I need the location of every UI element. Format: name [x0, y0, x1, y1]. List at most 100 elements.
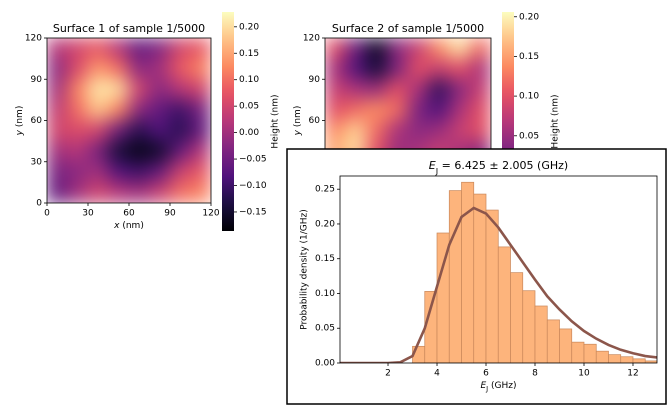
heatmap-cell: [47, 120, 68, 142]
heatmap-cell: [47, 140, 68, 163]
x-tick-label: 60: [123, 209, 135, 219]
histogram-bar: [473, 193, 487, 363]
heatmap-cell: [149, 181, 171, 203]
label-part: = 6.425 ± 2.005 (GHz): [438, 159, 568, 172]
colorbar-tick-label: 0.10: [239, 75, 259, 85]
x-tick-label: 0: [44, 209, 50, 219]
heatmap-cell: [67, 58, 89, 80]
label-part: x: [113, 221, 120, 231]
histogram-bar: [510, 272, 524, 363]
colorbar-tick-label: 0.00: [239, 128, 259, 138]
colorbar-tick-label: 0.15: [239, 49, 259, 59]
heatmap-cell: [345, 78, 367, 101]
x-tick-label: 10: [578, 369, 590, 379]
heatmap-cell: [128, 78, 150, 101]
heatmap-cell: [67, 78, 89, 101]
heatmap-cell: [87, 181, 109, 203]
histogram-bar: [522, 290, 536, 363]
heatmap-cell: [108, 38, 130, 60]
heatmap-cell: [149, 58, 171, 80]
heatmap-cell: [325, 120, 347, 142]
label-part: (nm): [293, 106, 303, 130]
label-part: E: [429, 159, 436, 172]
heatmap-cell: [325, 38, 347, 60]
heatmap-cell: [366, 120, 388, 142]
colorbar-tick-label: 0.20: [239, 22, 259, 32]
heatmap-cell: [87, 38, 109, 60]
y-tick-label: 0.10: [315, 289, 335, 299]
label-part: (nm): [15, 106, 25, 130]
x-tick-label: 4: [434, 369, 440, 379]
heatmap-cell: [67, 99, 89, 121]
heatmap-cell: [386, 58, 409, 80]
heatmap-cell: [366, 78, 388, 101]
histogram-bar: [632, 358, 646, 363]
x-axis-label: EJ (GHz): [480, 381, 516, 394]
label-part: J: [435, 166, 438, 176]
heatmap-cell: [128, 120, 150, 142]
colorbar-tick-label: 0.05: [239, 102, 259, 112]
heatmap-cell: [87, 99, 109, 121]
heatmap-cell: [128, 140, 150, 163]
y-axis-label: y (nm): [15, 106, 25, 137]
colorbar-tick-label: 0.20: [519, 12, 539, 22]
heatmap-cell: [128, 58, 150, 80]
heatmap-cell: [87, 161, 109, 183]
histogram-bar: [534, 305, 548, 363]
heatmap-cell: [407, 38, 430, 60]
heatmap-cell: [169, 120, 191, 142]
heatmap-cell: [366, 38, 388, 60]
heatmap-cell: [190, 181, 211, 203]
heatmap-cell: [366, 58, 388, 80]
x-tick-label: 90: [164, 209, 176, 219]
heatmap-cell: [169, 78, 191, 101]
heatmap-cell: [386, 99, 409, 121]
heatmap-cell: [428, 38, 450, 60]
heatmap-cell: [128, 38, 150, 60]
heatmap-cell: [67, 181, 89, 203]
histogram-bar: [546, 319, 560, 363]
heatmap-cell: [169, 140, 191, 163]
y-tick-label: 90: [309, 75, 321, 85]
x-tick-label: 12: [627, 369, 638, 379]
y-tick-label: 60: [309, 116, 321, 126]
histogram-bar: [583, 343, 597, 363]
heatmap-cell: [428, 120, 450, 142]
histogram-bar: [485, 209, 499, 363]
heatmap-cell: [345, 38, 367, 60]
heatmap-cell: [469, 38, 491, 60]
heatmap-cell: [149, 38, 171, 60]
colorbar-label: Height (nm): [551, 94, 561, 148]
heatmap-cell: [469, 120, 491, 142]
colorbar-tick-label: −0.15: [239, 207, 267, 217]
heatmap-cell: [47, 58, 68, 80]
heatmap-cell: [47, 99, 68, 121]
y-tick-label: 120: [303, 34, 320, 44]
heatmap-cell: [407, 120, 430, 142]
x-tick-label: 30: [82, 209, 94, 219]
heatmap-cell: [128, 181, 150, 203]
histogram-bar: [424, 291, 438, 363]
heatmap-cell: [67, 38, 89, 60]
heatmap-cell: [149, 78, 171, 101]
heatmap-cell: [449, 120, 471, 142]
heatmap-cell: [407, 58, 430, 80]
colorbar-tick-label: −0.05: [239, 155, 267, 165]
heatmap-image: [47, 38, 211, 203]
y-tick-label: 90: [31, 75, 43, 85]
heatmap-cell: [149, 140, 171, 163]
heatmap-cell: [87, 140, 109, 163]
heatmap-cell: [87, 58, 109, 80]
heatmap-cell: [149, 161, 171, 183]
heatmap-cell: [108, 78, 130, 101]
colorbar-tick-label: 0.10: [519, 92, 539, 102]
label-part: y: [15, 129, 25, 136]
x-tick-label: 120: [202, 209, 219, 219]
heatmap-cell: [449, 38, 471, 60]
heatmap-cell: [449, 58, 471, 80]
heatmap-cell: [47, 161, 68, 183]
heatmap-cell: [366, 99, 388, 121]
heatmap-cell: [108, 140, 130, 163]
heatmap-cell: [87, 120, 109, 142]
